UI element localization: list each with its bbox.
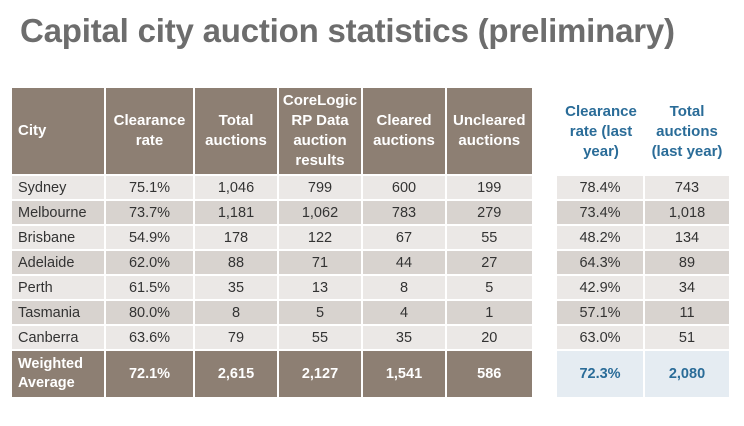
cell-cleared: 44 bbox=[363, 251, 447, 276]
cell-total-last-year: 743 bbox=[645, 176, 729, 201]
side-header-row: Clearance rate (last year) Total auction… bbox=[557, 88, 729, 176]
cell-footer-clearance-last-year: 72.3% bbox=[557, 351, 645, 397]
side-row-tasmania: 57.1% 11 bbox=[557, 301, 729, 326]
side-row-brisbane: 48.2% 134 bbox=[557, 226, 729, 251]
cell-uncleared: 199 bbox=[447, 176, 532, 201]
cell-total-auctions: 178 bbox=[195, 226, 279, 251]
side-row-adelaide: 64.3% 89 bbox=[557, 251, 729, 276]
header-row: City Clearance rate Total auctions CoreL… bbox=[12, 88, 532, 176]
cell-uncleared: 27 bbox=[447, 251, 532, 276]
col-header-cleared-auctions: Cleared auctions bbox=[363, 88, 447, 176]
cell-total-last-year: 34 bbox=[645, 276, 729, 301]
cell-clearance-rate: 80.0% bbox=[106, 301, 195, 326]
cell-city: Sydney bbox=[12, 176, 106, 201]
cell-corelogic: 5 bbox=[279, 301, 363, 326]
cell-clearance-rate: 61.5% bbox=[106, 276, 195, 301]
side-row-canberra: 63.0% 51 bbox=[557, 326, 729, 351]
cell-clearance-rate: 54.9% bbox=[106, 226, 195, 251]
cell-cleared: 67 bbox=[363, 226, 447, 251]
cell-clearance-rate: 75.1% bbox=[106, 176, 195, 201]
cell-cleared: 35 bbox=[363, 326, 447, 351]
side-row-melbourne: 73.4% 1,018 bbox=[557, 201, 729, 226]
cell-city: Tasmania bbox=[12, 301, 106, 326]
cell-clearance-rate: 62.0% bbox=[106, 251, 195, 276]
cell-uncleared: 279 bbox=[447, 201, 532, 226]
cell-cleared: 600 bbox=[363, 176, 447, 201]
cell-cleared: 4 bbox=[363, 301, 447, 326]
cell-total-auctions: 1,181 bbox=[195, 201, 279, 226]
cell-total-last-year: 134 bbox=[645, 226, 729, 251]
cell-footer-total-last-year: 2,080 bbox=[645, 351, 729, 397]
cell-cleared: 8 bbox=[363, 276, 447, 301]
cell-clearance-last-year: 63.0% bbox=[557, 326, 645, 351]
cell-footer-cleared: 1,541 bbox=[363, 351, 447, 397]
side-row-perth: 42.9% 34 bbox=[557, 276, 729, 301]
col-header-total-last-year: Total auctions (last year) bbox=[645, 88, 729, 176]
cell-clearance-last-year: 48.2% bbox=[557, 226, 645, 251]
auction-stats-table: City Clearance rate Total auctions CoreL… bbox=[12, 88, 532, 397]
table-row-adelaide: Adelaide 62.0% 88 71 44 27 bbox=[12, 251, 532, 276]
cell-corelogic: 799 bbox=[279, 176, 363, 201]
cell-clearance-rate: 63.6% bbox=[106, 326, 195, 351]
cell-total-auctions: 8 bbox=[195, 301, 279, 326]
cell-cleared: 783 bbox=[363, 201, 447, 226]
cell-corelogic: 55 bbox=[279, 326, 363, 351]
side-row-sydney: 78.4% 743 bbox=[557, 176, 729, 201]
last-year-table: Clearance rate (last year) Total auction… bbox=[557, 88, 729, 397]
cell-corelogic: 1,062 bbox=[279, 201, 363, 226]
cell-total-auctions: 35 bbox=[195, 276, 279, 301]
cell-corelogic: 122 bbox=[279, 226, 363, 251]
cell-footer-clearance-rate: 72.1% bbox=[106, 351, 195, 397]
cell-corelogic: 13 bbox=[279, 276, 363, 301]
col-header-clearance-last-year: Clearance rate (last year) bbox=[557, 88, 645, 176]
col-header-uncleared-auctions: Uncleared auctions bbox=[447, 88, 532, 176]
cell-uncleared: 55 bbox=[447, 226, 532, 251]
cell-total-last-year: 11 bbox=[645, 301, 729, 326]
table-footer-weighted-average: Weighted Average 72.1% 2,615 2,127 1,541… bbox=[12, 351, 532, 397]
cell-footer-uncleared: 586 bbox=[447, 351, 532, 397]
cell-footer-corelogic: 2,127 bbox=[279, 351, 363, 397]
table-row-canberra: Canberra 63.6% 79 55 35 20 bbox=[12, 326, 532, 351]
cell-uncleared: 1 bbox=[447, 301, 532, 326]
cell-clearance-rate: 73.7% bbox=[106, 201, 195, 226]
cell-clearance-last-year: 73.4% bbox=[557, 201, 645, 226]
table-row-tasmania: Tasmania 80.0% 8 5 4 1 bbox=[12, 301, 532, 326]
cell-city: Canberra bbox=[12, 326, 106, 351]
cell-uncleared: 20 bbox=[447, 326, 532, 351]
cell-clearance-last-year: 42.9% bbox=[557, 276, 645, 301]
table-row-melbourne: Melbourne 73.7% 1,181 1,062 783 279 bbox=[12, 201, 532, 226]
cell-total-auctions: 1,046 bbox=[195, 176, 279, 201]
col-header-corelogic: CoreLogic RP Data auction results bbox=[279, 88, 363, 176]
side-footer-weighted-average: 72.3% 2,080 bbox=[557, 351, 729, 397]
cell-total-auctions: 79 bbox=[195, 326, 279, 351]
cell-city: Melbourne bbox=[12, 201, 106, 226]
col-header-total-auctions: Total auctions bbox=[195, 88, 279, 176]
cell-clearance-last-year: 78.4% bbox=[557, 176, 645, 201]
cell-total-last-year: 51 bbox=[645, 326, 729, 351]
col-header-city: City bbox=[12, 88, 106, 176]
col-header-clearance-rate: Clearance rate bbox=[106, 88, 195, 176]
table-row-sydney: Sydney 75.1% 1,046 799 600 199 bbox=[12, 176, 532, 201]
cell-total-last-year: 89 bbox=[645, 251, 729, 276]
cell-clearance-last-year: 64.3% bbox=[557, 251, 645, 276]
page-title: Capital city auction statistics (prelimi… bbox=[20, 12, 675, 49]
cell-uncleared: 5 bbox=[447, 276, 532, 301]
cell-city: Perth bbox=[12, 276, 106, 301]
cell-corelogic: 71 bbox=[279, 251, 363, 276]
cell-total-auctions: 88 bbox=[195, 251, 279, 276]
cell-total-last-year: 1,018 bbox=[645, 201, 729, 226]
table-row-perth: Perth 61.5% 35 13 8 5 bbox=[12, 276, 532, 301]
cell-clearance-last-year: 57.1% bbox=[557, 301, 645, 326]
table-row-brisbane: Brisbane 54.9% 178 122 67 55 bbox=[12, 226, 532, 251]
cell-footer-total-auctions: 2,615 bbox=[195, 351, 279, 397]
cell-city: Adelaide bbox=[12, 251, 106, 276]
cell-city: Brisbane bbox=[12, 226, 106, 251]
cell-footer-label: Weighted Average bbox=[12, 351, 106, 397]
